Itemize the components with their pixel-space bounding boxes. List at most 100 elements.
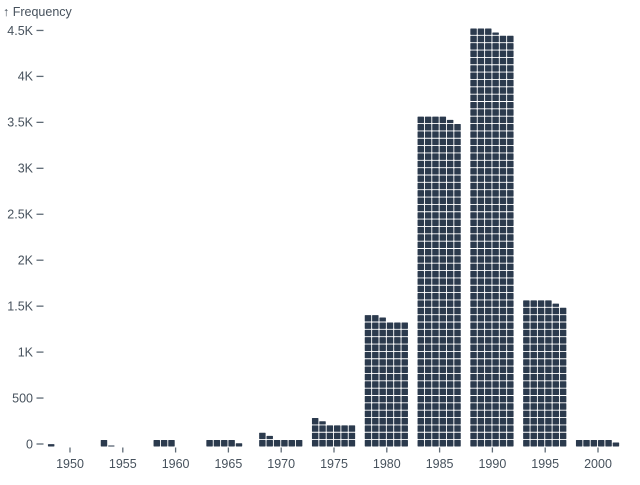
waffle-cell — [372, 418, 379, 425]
waffle-cell — [424, 204, 432, 212]
waffle-cell — [432, 418, 439, 425]
waffle-cell — [446, 182, 454, 190]
y-tick-label: 4K — [18, 70, 34, 84]
waffle-cell — [499, 256, 507, 263]
waffle-cell — [439, 219, 447, 226]
waffle-cell — [394, 410, 401, 418]
waffle-cell — [372, 388, 379, 396]
waffle-cell — [507, 168, 514, 175]
waffle-cell — [537, 373, 545, 381]
waffle-cell — [470, 381, 477, 388]
waffle-cell — [559, 337, 567, 344]
waffle-cell — [439, 146, 447, 153]
waffle-cell — [372, 351, 379, 359]
waffle-cell — [446, 351, 454, 359]
waffle-cell — [417, 300, 424, 307]
waffle-cell — [537, 432, 545, 440]
waffle-cell — [432, 300, 439, 307]
waffle-cell — [485, 35, 492, 43]
waffle-cell — [424, 351, 432, 359]
waffle-cell — [477, 329, 485, 337]
waffle-cell — [432, 432, 439, 440]
waffle-cell — [394, 359, 401, 366]
waffle-cell — [386, 373, 394, 381]
waffle-cell — [492, 131, 499, 138]
waffle-cell — [394, 373, 401, 381]
waffle-cell — [446, 337, 454, 344]
waffle-cell — [439, 395, 447, 403]
waffle-cell — [439, 440, 447, 447]
y-tick-label: 1K — [18, 345, 34, 359]
x-tick-label: 1975 — [320, 457, 348, 471]
waffle-cell — [545, 337, 552, 344]
y-tick-label: 4.5K — [7, 24, 33, 38]
waffle-cell — [446, 395, 454, 403]
waffle-cell — [401, 388, 408, 396]
waffle-cell — [446, 197, 454, 204]
waffle-cell — [507, 300, 514, 307]
waffle-cell — [364, 351, 372, 359]
waffle-cell — [259, 432, 266, 440]
waffle-cell — [446, 293, 454, 300]
waffle-cell — [485, 425, 492, 432]
waffle-cell — [477, 57, 485, 65]
waffle-cell — [507, 160, 514, 168]
x-tick-label: 1960 — [162, 457, 190, 471]
waffle-cell — [417, 373, 424, 381]
waffle-cell — [417, 337, 424, 344]
waffle-cell — [537, 322, 545, 329]
waffle-cell — [341, 425, 348, 432]
waffle-cell — [492, 197, 499, 204]
waffle-cell — [492, 307, 499, 315]
waffle-cell — [432, 160, 439, 168]
waffle-cell — [545, 366, 552, 373]
waffle-cell — [507, 138, 514, 146]
waffle-cell — [470, 116, 477, 124]
waffle-cell — [424, 440, 432, 447]
waffle-cell — [439, 359, 447, 366]
waffle-cell — [372, 359, 379, 366]
waffle-cell — [417, 293, 424, 300]
waffle-cell — [485, 28, 492, 35]
waffle-cell — [417, 410, 424, 418]
waffle-cell — [341, 440, 348, 447]
waffle-cell — [439, 373, 447, 381]
waffle-cell — [507, 109, 514, 116]
waffle-cell — [454, 263, 461, 271]
waffle-cell-partial — [379, 317, 386, 322]
waffle-cell — [372, 395, 379, 403]
waffle-cell — [386, 337, 394, 344]
waffle-cell — [454, 256, 461, 263]
waffle-cell — [401, 395, 408, 403]
waffle-cell — [499, 109, 507, 116]
waffle-cell — [470, 337, 477, 344]
waffle-cell — [424, 138, 432, 146]
waffle-cell — [523, 337, 530, 344]
waffle-cell — [439, 160, 447, 168]
waffle-cell — [470, 43, 477, 50]
waffle-cell — [583, 440, 590, 447]
waffle-cell — [454, 373, 461, 381]
waffle-cell — [530, 351, 537, 359]
waffle-cell — [379, 373, 386, 381]
waffle-cell — [439, 153, 447, 160]
waffle-cell — [364, 432, 372, 440]
waffle-cell — [559, 432, 567, 440]
waffle-cell — [492, 351, 499, 359]
waffle-cell — [492, 109, 499, 116]
waffle-cell — [454, 175, 461, 182]
waffle-cell — [432, 440, 439, 447]
waffle-cell — [364, 322, 372, 329]
waffle-cell — [446, 307, 454, 315]
waffle-cell — [439, 212, 447, 219]
waffle-cell — [537, 307, 545, 315]
waffle-cell — [394, 440, 401, 447]
waffle-cell — [432, 256, 439, 263]
waffle-cell — [485, 440, 492, 447]
waffle-cell — [424, 241, 432, 249]
waffle-cell — [537, 395, 545, 403]
waffle-cell — [507, 337, 514, 344]
waffle-cell — [477, 351, 485, 359]
waffle-cell — [485, 116, 492, 124]
waffle-cell — [379, 322, 386, 329]
